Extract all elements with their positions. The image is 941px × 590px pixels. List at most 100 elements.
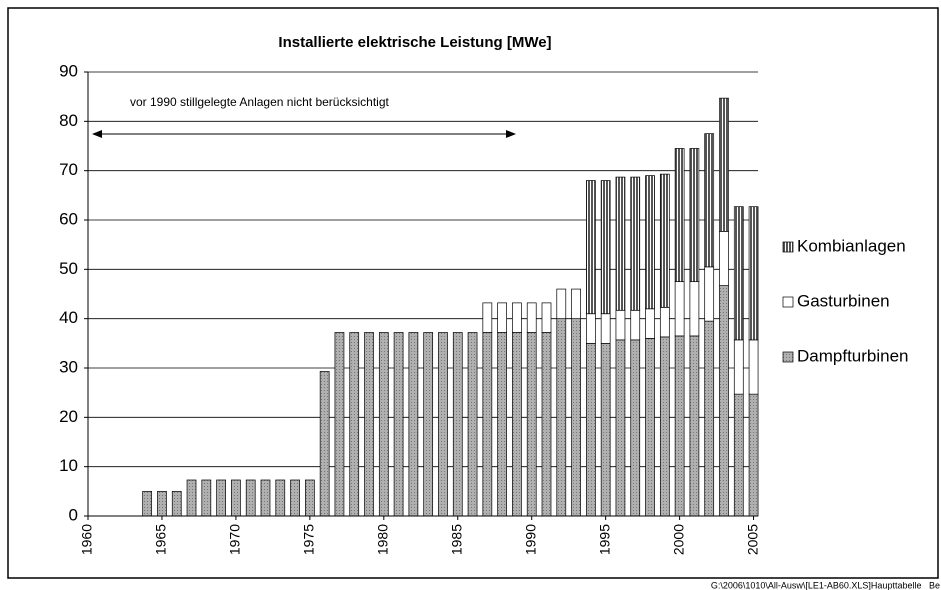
- x-tick-label: 2005: [744, 524, 760, 555]
- bar-segment: [733, 393, 744, 517]
- bar-segment: [186, 479, 197, 517]
- bar-segment: [600, 313, 611, 344]
- chart-title: Installierte elektrische Leistung [MWe]: [278, 34, 551, 51]
- annotation-arrow: [92, 130, 516, 138]
- bar-segment: [482, 302, 493, 333]
- x-tick-label: 1965: [153, 524, 169, 555]
- bar-segment: [674, 281, 685, 337]
- x-tick-label: 1970: [227, 524, 243, 555]
- x-tick-label: 1960: [79, 524, 95, 555]
- bar-segment: [526, 302, 537, 333]
- bar-segment: [526, 332, 537, 517]
- bar-segment: [290, 479, 300, 517]
- y-tick-label: 20: [59, 407, 78, 426]
- bar-segment: [748, 339, 759, 395]
- bar-segment: [630, 339, 641, 517]
- bar-segment: [512, 332, 522, 517]
- bar-segment: [719, 285, 729, 517]
- bar-segment: [615, 339, 626, 517]
- bar-segment: [571, 288, 581, 320]
- bar-segment: [645, 338, 655, 517]
- bar-segment: [719, 230, 729, 286]
- y-tick-label: 40: [59, 308, 78, 327]
- bar-segment: [438, 332, 448, 517]
- bar-segment: [719, 97, 729, 232]
- bar-segment: [689, 335, 700, 517]
- bar-segment: [556, 318, 567, 517]
- bar-segment: [704, 320, 715, 517]
- bar-segment: [659, 173, 670, 308]
- bar-segment: [586, 342, 596, 517]
- bar-segment: [467, 332, 478, 517]
- bar-segment: [600, 342, 611, 517]
- y-tick-label: 50: [59, 259, 78, 278]
- legend-label: Kombianlagen: [797, 236, 906, 255]
- y-tick-label: 70: [59, 160, 78, 179]
- bar-segment: [733, 339, 744, 395]
- bar-segment: [659, 336, 670, 517]
- x-tick-label: 2000: [670, 524, 686, 555]
- bar-segment: [674, 148, 685, 283]
- bar-segment: [334, 332, 345, 517]
- bar-segment: [674, 335, 685, 517]
- y-tick-label: 0: [69, 505, 78, 524]
- x-tick-label: 1990: [522, 524, 538, 555]
- bar-segment: [586, 313, 596, 344]
- bar-segment: [349, 332, 360, 517]
- annotation: vor 1990 stillgelegte Anlagen nicht berü…: [130, 95, 389, 109]
- bar-segment: [452, 332, 463, 517]
- x-tick-label: 1980: [375, 524, 391, 555]
- bar-segment: [556, 288, 567, 320]
- legend-swatch: [782, 296, 794, 308]
- y-tick-label: 90: [59, 61, 78, 80]
- bar-segment: [748, 206, 759, 341]
- bar-segment: [512, 302, 522, 333]
- bar-segment: [171, 490, 182, 517]
- legend-label: Dampfturbinen: [797, 346, 909, 365]
- bar-segment: [305, 479, 315, 517]
- y-tick-label: 30: [59, 357, 78, 376]
- bar-segment: [482, 332, 493, 517]
- bar-segment: [201, 479, 212, 517]
- bar-segment: [704, 133, 715, 268]
- y-tick-label: 10: [59, 456, 78, 475]
- bar-segment: [571, 318, 581, 517]
- x-tick-label: 1985: [448, 524, 464, 555]
- bar-segment: [408, 332, 419, 517]
- bar-segment: [260, 479, 271, 517]
- bar-segment: [645, 308, 655, 339]
- legend-swatch: [782, 351, 794, 363]
- bar-segment: [157, 490, 167, 517]
- y-tick-label: 80: [59, 111, 78, 130]
- bar-segment: [586, 180, 596, 315]
- bar-segment: [142, 490, 153, 517]
- y-tick-label: 60: [59, 209, 78, 228]
- bar-segment: [615, 176, 626, 311]
- bar-segment: [615, 309, 626, 341]
- bar-segment: [275, 479, 286, 517]
- bar-segment: [497, 302, 507, 333]
- bar-segment: [393, 332, 404, 517]
- bar-segment: [689, 148, 700, 283]
- legend-label: Gasturbinen: [797, 291, 890, 310]
- x-tick-label: 1975: [301, 524, 317, 555]
- bar-segment: [245, 479, 256, 517]
- bar-segment: [216, 479, 226, 517]
- bar-segment: [748, 393, 759, 517]
- x-tick-label: 1995: [596, 524, 612, 555]
- bar-segment: [630, 176, 641, 311]
- bar-segment: [231, 479, 241, 517]
- bar-segment: [364, 332, 374, 517]
- bar-segment: [378, 332, 389, 517]
- bar-segment: [423, 332, 434, 517]
- legend-swatch: [782, 241, 794, 253]
- bar-segment: [645, 175, 655, 310]
- bar-segment: [659, 306, 670, 338]
- bar-segment: [600, 180, 611, 315]
- bar-segment: [630, 309, 641, 341]
- bar-segment: [704, 266, 715, 322]
- bar-segment: [733, 206, 744, 341]
- bar-segment: [319, 371, 330, 517]
